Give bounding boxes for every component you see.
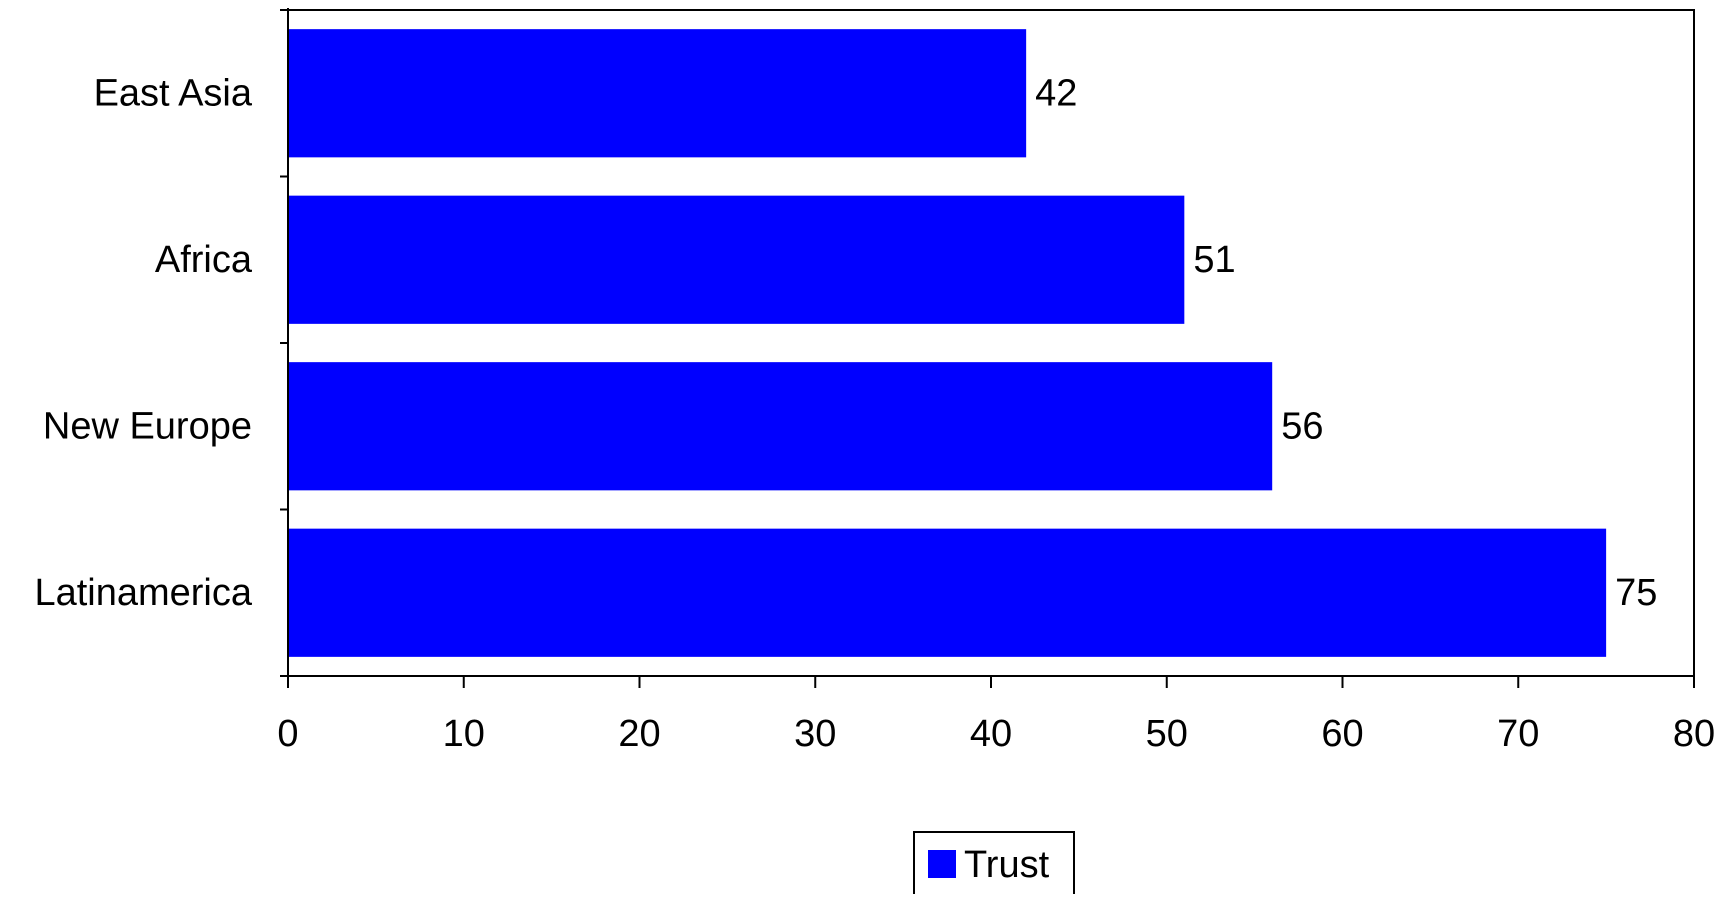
x-tick-label: 60: [1321, 713, 1363, 755]
category-label: Latinamerica: [34, 572, 252, 614]
data-label: 51: [1193, 239, 1235, 281]
bars-layer: [288, 29, 1607, 657]
data-label: 56: [1281, 405, 1323, 447]
bar-africa: [288, 195, 1185, 324]
legend-label: Trust: [964, 844, 1050, 886]
bar-east-asia: [288, 29, 1027, 158]
bar-new-europe: [288, 362, 1273, 491]
x-tick-label: 0: [277, 713, 298, 755]
x-tick-label: 50: [1146, 713, 1188, 755]
data-label: 75: [1615, 572, 1657, 614]
x-tick-label: 80: [1673, 713, 1715, 755]
category-label: East Asia: [94, 72, 253, 114]
x-tick-label: 70: [1497, 713, 1539, 755]
x-tick-label: 40: [970, 713, 1012, 755]
category-label: Africa: [155, 239, 253, 281]
x-axis: 0 10 20 30 40 50 60 70 80: [277, 675, 1715, 755]
x-tick-label: 30: [794, 713, 836, 755]
x-tick-label: 10: [443, 713, 485, 755]
y-axis: East Asia Africa New Europe Latinamerica: [34, 8, 289, 684]
bar-latinamerica: [288, 528, 1607, 657]
legend: Trust: [913, 831, 1075, 899]
category-label: New Europe: [43, 405, 252, 447]
x-tick-label: 20: [618, 713, 660, 755]
data-labels-layer: 42 51 56 75: [1035, 72, 1657, 614]
data-label: 42: [1035, 72, 1077, 114]
legend-swatch: [928, 850, 956, 878]
